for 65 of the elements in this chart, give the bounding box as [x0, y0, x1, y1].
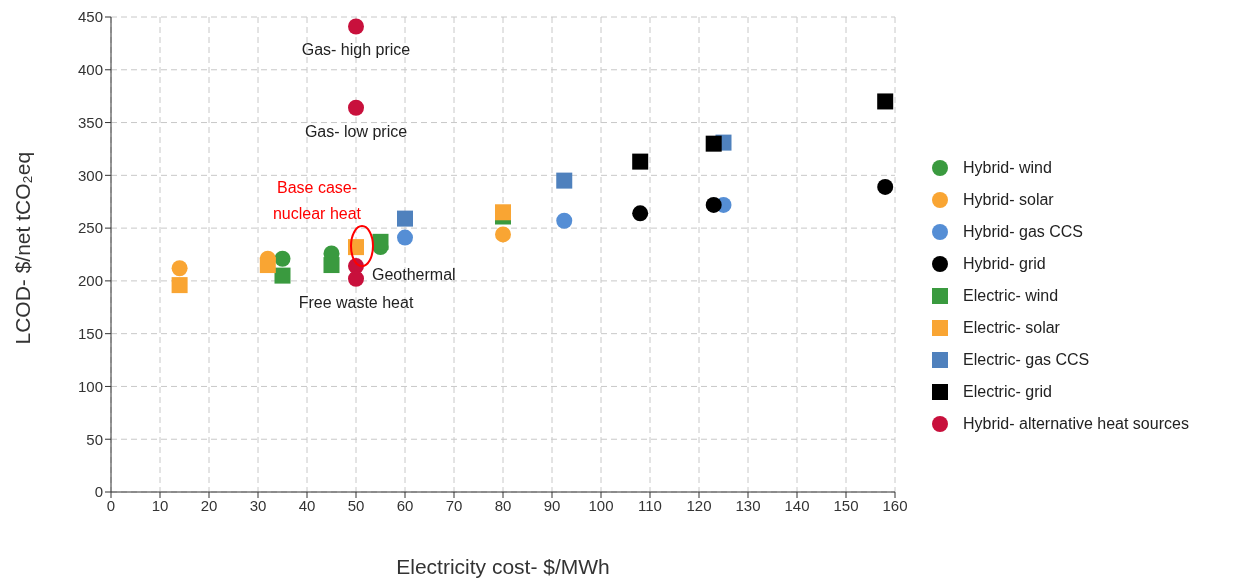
- y-tick-label: 350: [77, 113, 103, 131]
- point: [171, 277, 188, 294]
- point: [877, 93, 894, 110]
- x-tick-label: 50: [347, 496, 365, 514]
- point: [495, 204, 511, 221]
- x-tick-label: 150: [833, 496, 859, 514]
- y-axis-title: LCOD- $/net tCO₂eq: [11, 151, 35, 345]
- x-tick-label: 160: [882, 496, 908, 514]
- point: [348, 99, 364, 116]
- legend-label: Electric- grid: [963, 383, 1052, 401]
- point: [556, 212, 573, 229]
- y-tick-label: 300: [77, 166, 103, 184]
- x-tick-label: 100: [588, 496, 614, 514]
- x-tick-label: 140: [784, 496, 810, 514]
- legend-label: Hybrid- wind: [963, 159, 1052, 177]
- annotation: Base case- nuclear heat: [272, 178, 362, 222]
- y-tick-label: 150: [77, 324, 103, 342]
- x-tick-label: 80: [494, 496, 512, 514]
- point: [495, 226, 511, 243]
- x-tick-label: 90: [543, 496, 561, 514]
- annotation: Gas- high price: [301, 40, 411, 57]
- y-tick-label: 50: [86, 430, 103, 448]
- legend-label: Electric- wind: [963, 287, 1059, 305]
- point: [632, 153, 649, 170]
- x-axis-title: Electricity cost- $/MWh: [396, 555, 610, 578]
- point: [397, 229, 413, 246]
- point: [556, 172, 573, 189]
- point: [323, 257, 340, 274]
- point: [705, 135, 722, 152]
- x-tick-label: 70: [445, 496, 463, 514]
- y-tick-label: 400: [77, 61, 103, 79]
- point: [877, 178, 894, 195]
- point: [171, 260, 188, 277]
- legend-label: Electric- gas CCS: [963, 351, 1090, 369]
- legend-label: Hybrid- grid: [963, 255, 1046, 273]
- y-tick-label: 250: [77, 219, 103, 237]
- annotation: Free waste heat: [298, 293, 414, 311]
- point: [348, 18, 364, 35]
- y-tick-label: 100: [77, 377, 103, 395]
- y-tick-label: 200: [77, 272, 103, 290]
- y-tick-label: 450: [77, 8, 103, 26]
- point: [348, 270, 364, 287]
- x-tick-label: 120: [686, 496, 712, 514]
- legend-label: Hybrid- solar: [963, 191, 1054, 209]
- x-tick-label: 0: [106, 496, 116, 514]
- legend-label: Electric- solar: [963, 319, 1060, 337]
- point: [372, 233, 389, 250]
- x-tick-label: 20: [200, 496, 218, 514]
- point: [632, 205, 649, 222]
- y-tick-label: 0: [94, 483, 103, 501]
- point: [274, 250, 291, 267]
- point: [259, 257, 276, 274]
- x-tick-label: 110: [638, 496, 662, 514]
- annotation: Geothermal: [372, 265, 456, 283]
- x-tick-label: 30: [249, 496, 267, 514]
- legend-label: Hybrid- gas CCS: [963, 223, 1084, 241]
- point: [705, 196, 722, 213]
- annotation: Gas- low price: [304, 122, 408, 140]
- point: [274, 267, 291, 284]
- point: [397, 210, 413, 227]
- x-tick-label: 40: [298, 496, 316, 514]
- legend-label: Hybrid- alternative heat sources: [963, 415, 1189, 433]
- x-tick-label: 130: [735, 496, 761, 514]
- x-tick-label: 60: [396, 496, 414, 514]
- x-tick-label: 10: [151, 496, 169, 514]
